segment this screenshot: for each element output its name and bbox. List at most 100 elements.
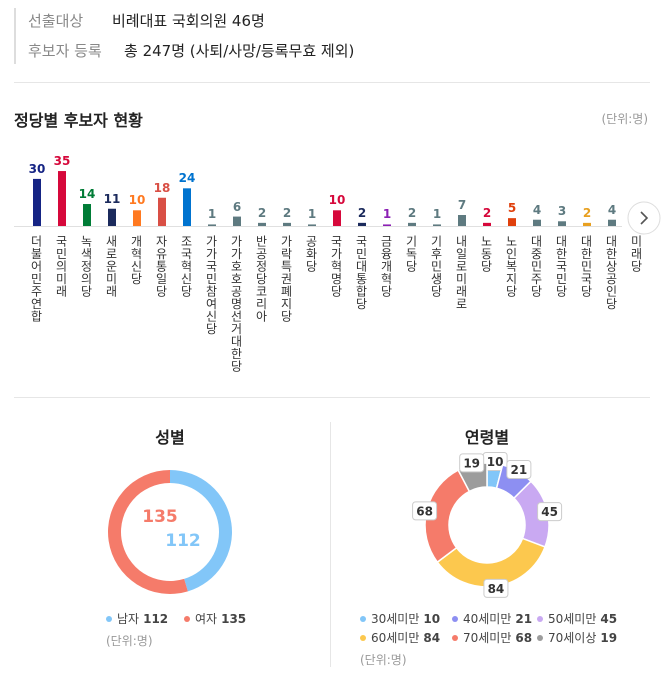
party-name: 조국혁신당: [179, 235, 193, 298]
center-value: 112: [165, 531, 201, 551]
bar-value-label: 2: [282, 205, 292, 220]
legend-value: 21: [515, 612, 532, 626]
bar: [608, 219, 616, 226]
party-name: 녹색정의당: [79, 235, 93, 298]
bar-value-label: 2: [482, 205, 492, 220]
divider: [14, 397, 650, 398]
unit-label: (단위:명): [106, 634, 153, 648]
info-key: 선출대상: [28, 12, 84, 30]
legend-value: 10: [423, 612, 440, 626]
legend-label: 남자 112: [117, 612, 168, 626]
party-name: 국가혁명당: [329, 235, 343, 298]
legend-marker: [184, 616, 190, 622]
party-name: 대한상공인당: [604, 235, 618, 310]
bar-value-label: 1: [207, 207, 217, 222]
bar-value-label: 24: [178, 171, 196, 186]
bar-value-label: 1: [382, 207, 392, 222]
bar: [158, 197, 166, 226]
donut-segment: [170, 470, 232, 592]
info-value: 총 247명 (사퇴/사망/등록무효 제외): [124, 42, 355, 60]
bar-value-label: 30: [28, 161, 46, 176]
next-button[interactable]: [626, 200, 662, 236]
info-value: 비례대표 국회의원 46명: [112, 12, 265, 30]
bar: [433, 224, 441, 226]
value-label: 68: [416, 504, 433, 518]
legend-label: 40세미만 21: [463, 612, 532, 626]
legend-name: 70세이상: [548, 631, 596, 645]
value-label: 21: [511, 463, 528, 477]
value-label: 10: [487, 455, 504, 469]
bar-value-label: 2: [357, 205, 367, 220]
bar: [408, 222, 416, 226]
next-button-circle[interactable]: [627, 201, 661, 235]
bar-chart: [14, 171, 622, 227]
bar-value-label: 1: [432, 207, 442, 222]
value-label: 45: [541, 505, 558, 519]
party-name: 국민의미래: [54, 235, 68, 298]
legend-marker: [537, 616, 543, 622]
party-name: 새로운미래: [104, 235, 118, 298]
bar-value-label: 11: [103, 191, 121, 206]
party-name: 가가호호공명선거대한당: [229, 235, 243, 373]
chart-title: 연령별: [464, 428, 510, 447]
value-label: 84: [488, 582, 505, 596]
next-arrow[interactable]: [640, 211, 649, 225]
party-name: 기후민생당: [429, 235, 443, 298]
bar-value-label: 7: [457, 198, 467, 212]
party-name: 가락특권폐지당: [279, 235, 293, 323]
legend-marker: [360, 616, 366, 622]
bar: [58, 171, 66, 226]
party-name: 대중민주당: [529, 235, 543, 298]
legend-marker: [106, 616, 112, 622]
party-name: 노인복지당: [504, 235, 518, 298]
bar: [258, 222, 266, 226]
bar-value-label: 14: [78, 187, 96, 202]
bar: [558, 221, 566, 226]
party-name: 가가국민참여신당: [204, 235, 218, 335]
legend-value: 135: [221, 612, 246, 626]
legend-name: 남자: [117, 612, 139, 626]
unit-label: (단위:명): [360, 653, 407, 667]
party-name: 금융개혁당: [379, 235, 393, 298]
legend-value: 84: [423, 631, 440, 645]
bar: [508, 218, 516, 226]
bar-value-label: 2: [257, 205, 267, 220]
legend-name: 50세미만: [548, 612, 596, 626]
party-name: 공화당: [304, 235, 318, 273]
bar: [483, 222, 491, 226]
bar: [133, 210, 141, 226]
bar-value-label: 2: [582, 205, 592, 220]
party-name: 개혁신당: [129, 235, 143, 285]
legend-marker: [537, 635, 543, 641]
legend-label: 여자 135: [195, 612, 246, 626]
bar: [233, 216, 241, 226]
legend-name: 70세미만: [463, 631, 511, 645]
value-label-box: [506, 460, 532, 480]
bar-value-label: 4: [607, 202, 617, 217]
bar: [108, 208, 116, 226]
party-name: 대한민국당: [579, 235, 593, 298]
legend-label: 70세이상 19: [548, 631, 617, 645]
bar-value-label: 3: [557, 204, 567, 219]
legend-name: 40세미만: [463, 612, 511, 626]
bar: [458, 215, 466, 226]
legend-name: 60세미만: [371, 631, 419, 645]
bar: [333, 210, 341, 226]
bar-value-label: 18: [153, 180, 171, 195]
legend-label: 30세미만 10: [371, 612, 440, 626]
legend-value: 45: [600, 612, 617, 626]
party-name: 대한국민당: [554, 235, 568, 298]
bar: [358, 222, 366, 226]
legend-marker: [452, 635, 458, 641]
legend-value: 112: [143, 612, 168, 626]
bar: [83, 204, 91, 226]
chart-title: 성별: [155, 428, 185, 447]
bar-value-label: 5: [507, 201, 517, 216]
bar-value-label: 10: [328, 193, 346, 208]
value-label: 19: [463, 456, 480, 470]
legend-name: 30세미만: [371, 612, 419, 626]
bar-value-label: 2: [407, 205, 417, 220]
party-name: 미래당: [629, 235, 643, 273]
bar: [283, 222, 291, 226]
